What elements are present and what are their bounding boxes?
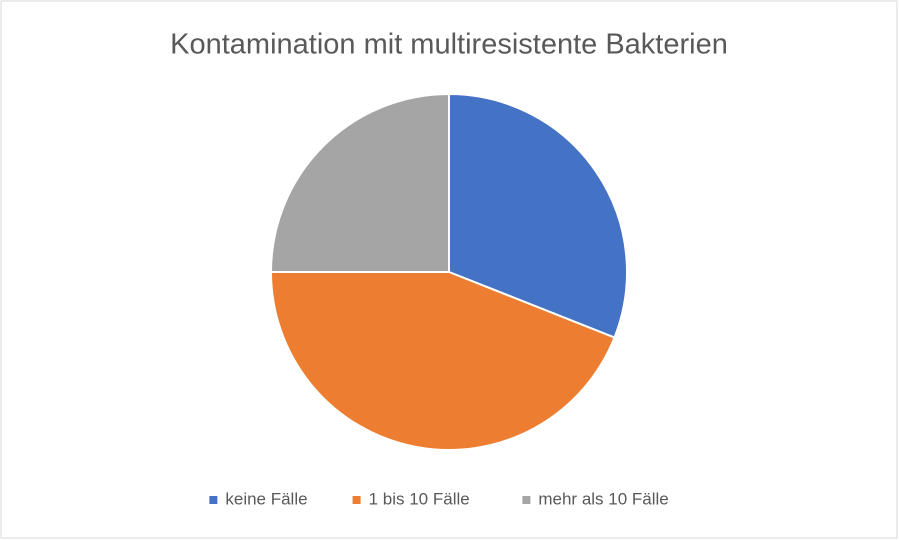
pie-slice [448, 92, 628, 339]
legend-marker [209, 496, 218, 504]
legend-marker [352, 496, 361, 504]
legend-label: mehr als 10 Fälle [538, 489, 668, 508]
legend-label: keine Fälle [225, 489, 307, 508]
legend-marker [522, 496, 531, 504]
pie-slice [269, 92, 450, 273]
legend-label: 1 bis 10 Fälle [369, 489, 470, 508]
chart-title: Kontamination mit multiresistente Bakter… [170, 29, 728, 61]
pie-slice [269, 271, 616, 451]
